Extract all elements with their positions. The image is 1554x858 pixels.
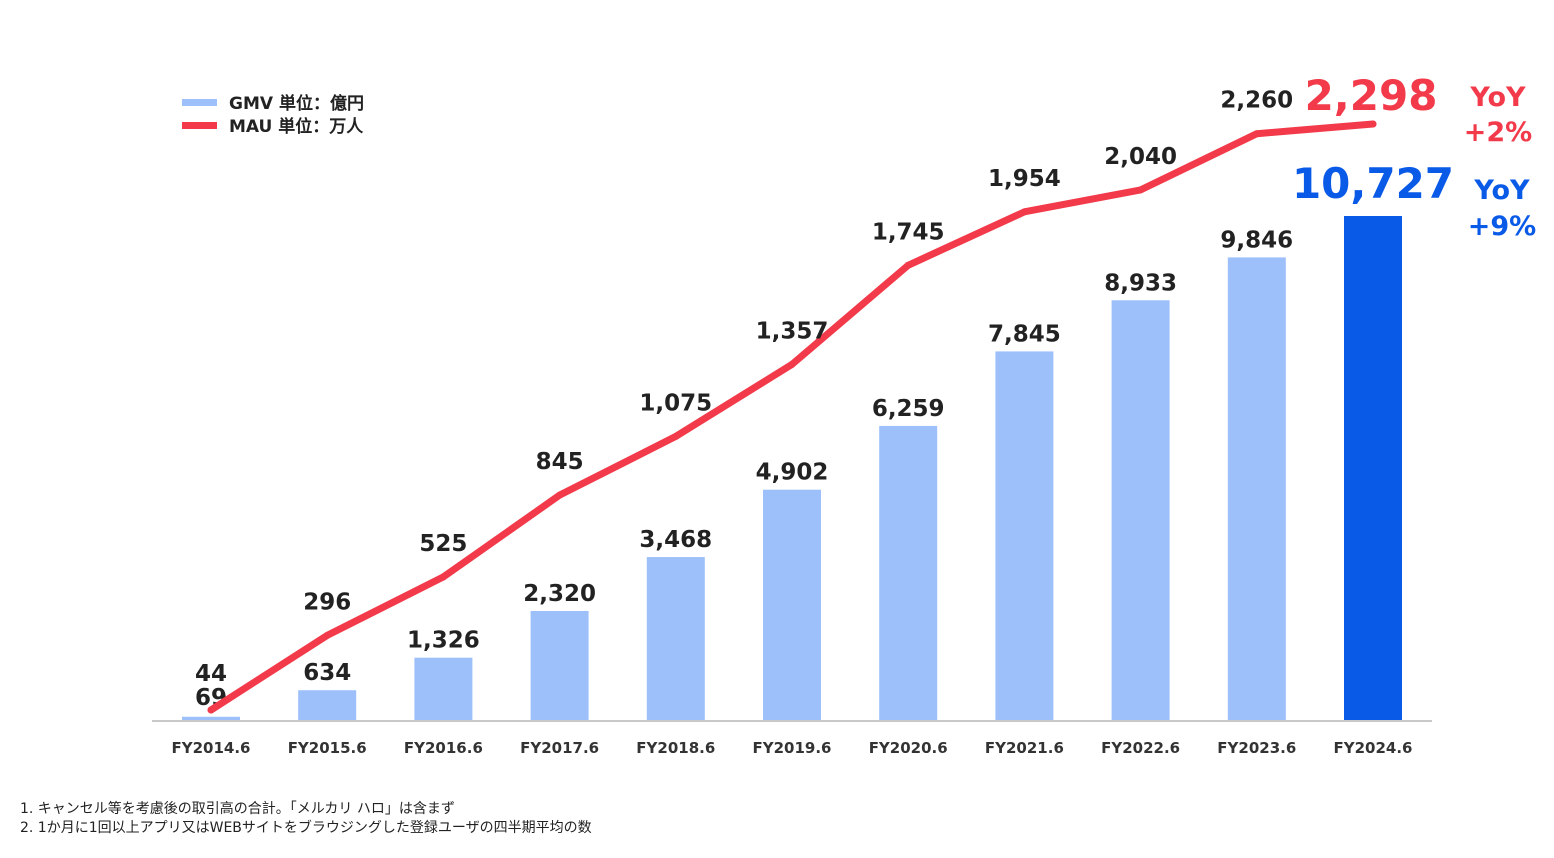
mau-point-FY2018.6 [672, 432, 680, 440]
x-tick-FY2022.6: FY2022.6 [1101, 739, 1180, 757]
gmv-bar-FY2014.6 [182, 716, 240, 720]
gmv-bar-FY2024.6 [1344, 216, 1402, 720]
gmv-bar-FY2019.6 [763, 489, 821, 720]
footnote-2: 2. 1か月に1回以上アプリ又はWEBサイトをブラウジングした登録ユーザの四半期… [20, 820, 592, 836]
gmv-bar-FY2020.6 [879, 425, 938, 720]
gmv-yoy-line2: +9% [1468, 211, 1536, 242]
mau-label-FY2018.6: 1,075 [639, 390, 712, 416]
x-tick-FY2021.6: FY2021.6 [985, 739, 1064, 757]
gmv-bar-FY2021.6 [995, 351, 1054, 720]
mau-label-FY2023.6: 2,260 [1220, 88, 1293, 114]
mau-yoy-line2: +2% [1464, 117, 1532, 148]
x-tick-FY2024.6: FY2024.6 [1334, 739, 1413, 757]
mau-point-FY2016.6 [439, 573, 447, 581]
legend-gmv-swatch [182, 99, 217, 106]
x-tick-FY2020.6: FY2020.6 [869, 739, 948, 757]
mau-line-group [207, 120, 1377, 714]
mau-point-FY2019.6 [788, 360, 796, 368]
mau-label-FY2014.6: 44 [195, 661, 227, 687]
mau-label-FY2017.6: 845 [536, 449, 584, 475]
gmv-bar-label-FY2020.6: 6,259 [872, 396, 945, 422]
mau-point-FY2022.6 [1137, 186, 1145, 194]
gmv-bar-label-FY2018.6: 3,468 [639, 527, 712, 553]
gmv-bar-label-FY2016.6: 1,326 [407, 628, 480, 654]
x-axis-tick-labels: FY2014.6 FY2015.6 FY2016.6 FY2017.6 FY2018.6… [172, 739, 1413, 757]
mau-point-FY2014.6 [207, 706, 215, 714]
gmv-bar-label-FY2017.6: 2,320 [523, 581, 596, 607]
mau-label-FY2019.6: 1,357 [756, 318, 829, 344]
mau-label-FY2020.6: 1,745 [872, 219, 945, 245]
mau-point-FY2021.6 [1020, 208, 1028, 216]
x-tick-FY2017.6: FY2017.6 [520, 739, 599, 757]
x-tick-FY2023.6: FY2023.6 [1217, 739, 1296, 757]
mau-point-FY2015.6 [323, 631, 331, 639]
gmv-bars [182, 216, 1402, 720]
gmv-bar-label-FY2023.6: 9,846 [1220, 227, 1293, 253]
legend-gmv-label: GMV 単位：億円 [229, 93, 364, 114]
mau-point-labels: 44 296 525 845 1,075 1,357 1,745 1,954 2,040 2,26… [195, 71, 1437, 687]
mau-label-FY2016.6: 525 [419, 531, 467, 557]
gmv-bar-label-FY2022.6: 8,933 [1104, 270, 1177, 296]
mau-yoy-line1: YoY [1469, 82, 1526, 113]
legend-mau-swatch [182, 122, 217, 129]
yoy-annotations: YoY +2% YoY +9% [1464, 82, 1536, 242]
mau-point-FY2017.6 [556, 491, 564, 499]
gmv-bar-FY2022.6 [1111, 300, 1170, 720]
gmv-bar-label-FY2015.6: 634 [303, 660, 351, 686]
mau-label-FY2021.6: 1,954 [988, 166, 1061, 192]
gmv-bar-FY2017.6 [530, 610, 589, 720]
gmv-bar-FY2016.6 [414, 657, 473, 720]
gmv-bar-labels: 696341,3262,3203,4684,9026,2597,8458,933… [195, 159, 1454, 711]
x-tick-FY2018.6: FY2018.6 [636, 739, 715, 757]
footnotes: 1. キャンセル等を考慮後の取引高の合計。「メルカリ ハロ」は含まず 2. 1か… [20, 800, 592, 838]
gmv-yoy-line1: YoY [1473, 175, 1530, 206]
mau-point-FY2023.6 [1253, 130, 1261, 138]
legend: GMV 単位：億円 MAU 単位：万人 [182, 93, 364, 137]
mau-label-FY2015.6: 296 [303, 589, 351, 615]
x-tick-FY2014.6: FY2014.6 [172, 739, 251, 757]
gmv-bar-label-FY2021.6: 7,845 [988, 321, 1061, 347]
mau-label-FY2024.6: 2,298 [1305, 71, 1438, 120]
gmv-bar-FY2018.6 [646, 557, 705, 720]
gmv-bar-label-FY2024.6: 10,727 [1292, 159, 1454, 208]
x-tick-FY2019.6: FY2019.6 [753, 739, 832, 757]
gmv-bar-label-FY2019.6: 4,902 [756, 460, 829, 486]
gmv-bar-FY2023.6 [1227, 257, 1286, 720]
mau-point-FY2024.6 [1369, 120, 1377, 128]
x-tick-FY2015.6: FY2015.6 [288, 739, 367, 757]
legend-mau-label: MAU 単位：万人 [229, 116, 364, 137]
mau-point-FY2020.6 [904, 261, 912, 269]
gmv-bar-FY2015.6 [298, 690, 357, 720]
mau-label-FY2022.6: 2,040 [1104, 144, 1177, 170]
footnote-1: 1. キャンセル等を考慮後の取引高の合計。「メルカリ ハロ」は含まず [20, 801, 455, 817]
x-tick-FY2016.6: FY2016.6 [404, 739, 483, 757]
